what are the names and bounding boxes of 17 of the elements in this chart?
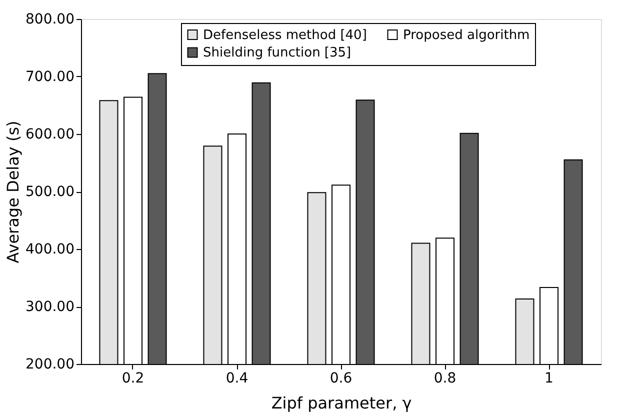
x-tick-label: 0.8: [434, 370, 456, 386]
y-axis-title: Average Delay (s): [4, 120, 23, 264]
y-tick-label: 600.00: [26, 126, 74, 142]
y-tick-label: 800.00: [26, 12, 74, 28]
legend-label: Shielding function [35]: [203, 46, 352, 60]
x-tick-label: 1: [544, 370, 554, 386]
y-tick-label: 400.00: [26, 242, 74, 258]
y-tick-label: 200.00: [26, 356, 74, 372]
legend-label: Defenseless method [40]: [203, 28, 367, 43]
x-tick-label: 0.2: [122, 370, 144, 386]
y-tick-label: 500.00: [26, 184, 74, 200]
x-tick-label: 0.4: [226, 370, 248, 386]
x-tick-label: 0.6: [330, 370, 352, 386]
y-tick-label: 700.00: [26, 69, 74, 85]
y-tick-label: 300.00: [26, 299, 74, 315]
x-axis-title: Zipf parameter, γ: [271, 394, 412, 412]
legend-label: Proposed algorithm: [403, 28, 530, 43]
